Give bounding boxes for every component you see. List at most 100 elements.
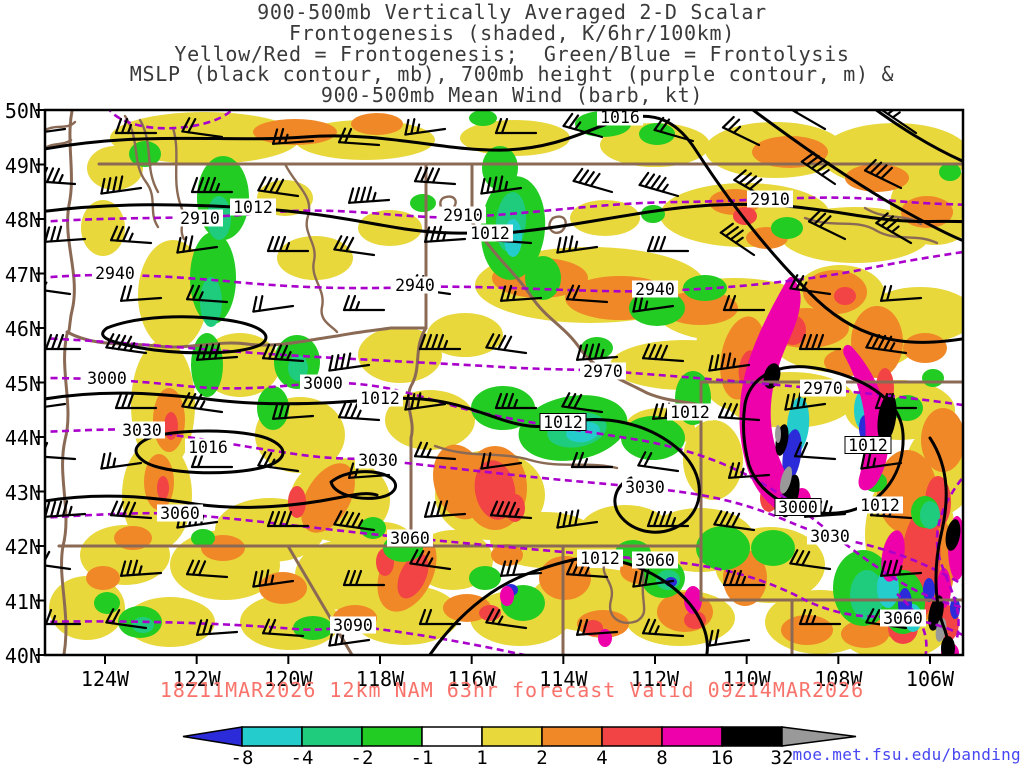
wind-barb	[800, 151, 837, 186]
wind-barb	[413, 441, 457, 461]
contour-label-mslp-1012: 1012	[360, 389, 400, 408]
wind-barb	[727, 461, 771, 479]
colorbar-tick-8: 8	[656, 747, 667, 768]
wind-barb	[708, 629, 751, 647]
wind-barb	[713, 510, 756, 532]
wind-barb	[185, 559, 229, 579]
wind-barb	[485, 608, 528, 630]
contour-label-mslp-1012: 1012	[543, 413, 583, 432]
wind-barb	[556, 235, 599, 254]
lat-label-47N: 47N	[4, 262, 41, 287]
contour-label-height-2940: 2940	[635, 280, 675, 299]
wind-barb	[722, 569, 766, 587]
lon-label-124W: 124W	[80, 667, 130, 691]
wind-barb	[257, 176, 300, 198]
axis-ticks	[36, 109, 932, 664]
wind-barb	[565, 284, 609, 304]
wind-barb	[185, 284, 229, 304]
wind-barb	[181, 392, 224, 414]
wind-barb	[570, 451, 614, 469]
lon-label-120W: 120W	[264, 667, 313, 691]
wind-barb	[271, 127, 315, 145]
contour-label-height-3030: 3030	[358, 451, 398, 470]
wind-barb	[45, 333, 82, 351]
lat-label-40N: 40N	[4, 644, 41, 668]
colorbar-tick-16: 16	[711, 747, 734, 768]
wind-barb	[874, 392, 918, 410]
wind-barb	[333, 235, 376, 257]
contour-label-mslp-1012: 1012	[233, 198, 273, 217]
colorbar-tick--4: -4	[291, 747, 314, 768]
wind-barb	[261, 343, 305, 363]
wind-barb	[409, 549, 452, 571]
wind-barb	[271, 402, 315, 420]
lat-label-49N: 49N	[4, 153, 41, 178]
wind-barb	[556, 509, 599, 529]
colorbar-tick--1: -1	[411, 747, 434, 768]
wind-barb	[881, 110, 918, 135]
contour-label-height-3060: 3060	[160, 504, 200, 523]
colorbar-tick--8: -8	[231, 747, 254, 768]
wind-barb	[489, 500, 533, 520]
contour-label-mslp-1012: 1012	[860, 496, 900, 515]
contour-label-height-2970: 2970	[583, 362, 623, 381]
wind-barb	[328, 352, 371, 372]
lat-label-41N: 41N	[4, 589, 41, 614]
colorbar-segment	[481, 726, 543, 747]
lon-label-114W: 114W	[539, 667, 588, 691]
wind-barb	[480, 175, 523, 195]
lon-label-110W: 110W	[722, 667, 771, 691]
colorbar-tick--2: -2	[351, 747, 374, 768]
wind-barb	[561, 392, 604, 414]
colorbar-segment	[421, 726, 483, 747]
lat-label-43N: 43N	[4, 480, 41, 505]
wind-barb	[261, 618, 305, 638]
lat-label-48N: 48N	[4, 208, 41, 232]
wind-barb	[572, 167, 614, 194]
wind-barb	[879, 559, 923, 577]
wind-barb	[575, 343, 619, 361]
lat-label-44N: 44N	[4, 426, 41, 450]
title-line-1: 900-500mb Vertically Averaged 2-D Scalar	[257, 0, 767, 24]
contour-label-mslp-1012: 1012	[670, 403, 710, 422]
wind-barb	[114, 392, 158, 410]
title-line-2: Frontogenesis (shaded, K/6hr/100km)	[289, 20, 735, 45]
wind-barb	[119, 559, 163, 577]
wind-barb	[575, 618, 619, 636]
wind-barb	[789, 549, 832, 571]
colorbar-segment	[541, 726, 603, 747]
frontogenesis-shading	[49, 110, 963, 655]
wind-barb	[252, 569, 295, 588]
contour-label-height-2910: 2910	[180, 209, 220, 228]
lat-label-50N: 50N	[4, 99, 41, 123]
contour-label-height-3000: 3000	[303, 374, 343, 393]
wind-barb	[646, 235, 690, 253]
wind-barb	[494, 392, 538, 410]
wind-barb	[875, 212, 913, 245]
forecast-caption: 18Z11MAR2026 12km NAM 63hr forecast Vali…	[159, 678, 865, 702]
wind-barb	[562, 112, 604, 139]
site-link[interactable]: moe.met.fsu.edu/banding	[792, 745, 1021, 764]
colorbar-tick-2: 2	[536, 747, 547, 768]
wind-barb	[784, 392, 827, 411]
wind-barb	[105, 608, 148, 630]
wind-barb	[45, 608, 82, 626]
contour-label-mslp-1012: 1012	[580, 549, 620, 568]
wind-barb	[423, 225, 467, 243]
wind-barb	[641, 618, 685, 638]
wind-barb	[865, 333, 908, 355]
wind-barb	[100, 175, 143, 195]
lat-label-46N: 46N	[4, 317, 41, 341]
wind-barb	[494, 117, 538, 135]
wind-barb	[863, 158, 903, 190]
contour-label-height-3000: 3000	[87, 369, 127, 388]
wind-barb	[333, 510, 376, 532]
colorbar-arrow-right	[781, 726, 857, 747]
wind-barb	[404, 392, 447, 411]
wind-barb	[342, 294, 386, 312]
contour-label-height-2910: 2910	[443, 206, 483, 225]
contour-label-height-3060: 3060	[390, 529, 430, 548]
wind-barb	[860, 452, 903, 470]
contour-label-mslp-1016: 1016	[188, 438, 228, 457]
wind-barb	[641, 343, 685, 363]
